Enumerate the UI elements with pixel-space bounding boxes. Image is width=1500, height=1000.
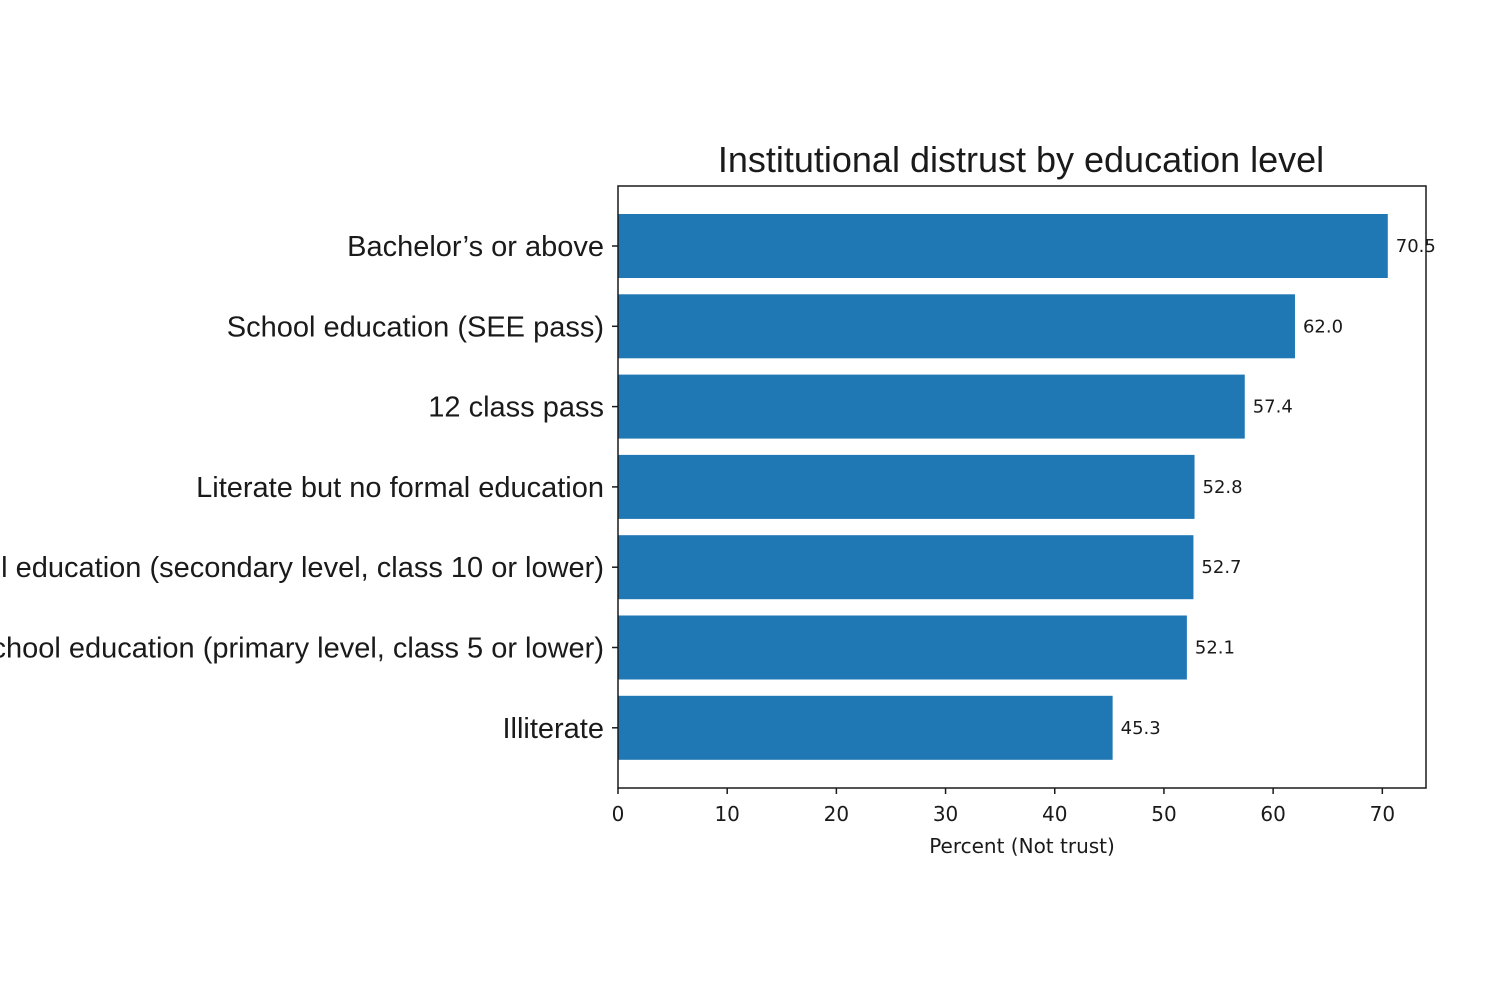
bar [618, 294, 1295, 359]
bar [618, 615, 1187, 680]
data-label: 52.8 [1203, 477, 1243, 498]
category-label: School education (SEE pass) [227, 311, 604, 343]
bar [618, 214, 1388, 278]
x-tick-label: 70 [1370, 802, 1395, 826]
x-ticks: 0 10 20 30 40 50 60 70 [612, 788, 1395, 826]
category-label: Literate but no formal education [196, 472, 604, 504]
x-axis-label: Percent (Not trust) [929, 834, 1115, 858]
x-tick-label: 0 [612, 802, 625, 826]
data-label: 57.4 [1253, 397, 1293, 418]
bar [618, 454, 1195, 519]
x-tick-label: 10 [714, 802, 739, 826]
y-ticks [612, 245, 618, 729]
chart-title: Institutional distrust by education leve… [718, 139, 1324, 180]
data-label: 45.3 [1121, 718, 1161, 739]
bar [618, 374, 1245, 439]
x-tick-label: 40 [1042, 802, 1067, 826]
bar [618, 535, 1194, 600]
data-label: 62.0 [1303, 316, 1343, 337]
category-label: 12 class pass [428, 392, 604, 424]
plot-frame [617, 185, 1427, 789]
category-labels: Bachelor’s or above School education (SEE… [0, 231, 604, 745]
category-label: School education (secondary level, class… [0, 552, 604, 584]
category-label: School education (primary level, class 5… [0, 633, 604, 665]
category-label: Illiterate [502, 713, 604, 745]
bars-group [618, 214, 1388, 760]
x-tick-label: 60 [1260, 802, 1285, 826]
data-label: 52.7 [1201, 557, 1241, 578]
data-label: 52.1 [1195, 638, 1235, 659]
x-tick-label: 20 [824, 802, 849, 826]
x-tick-label: 30 [933, 802, 958, 826]
x-tick-label: 50 [1151, 802, 1176, 826]
bar [618, 695, 1113, 760]
category-label: Bachelor’s or above [347, 231, 604, 263]
data-label: 70.5 [1396, 236, 1436, 257]
